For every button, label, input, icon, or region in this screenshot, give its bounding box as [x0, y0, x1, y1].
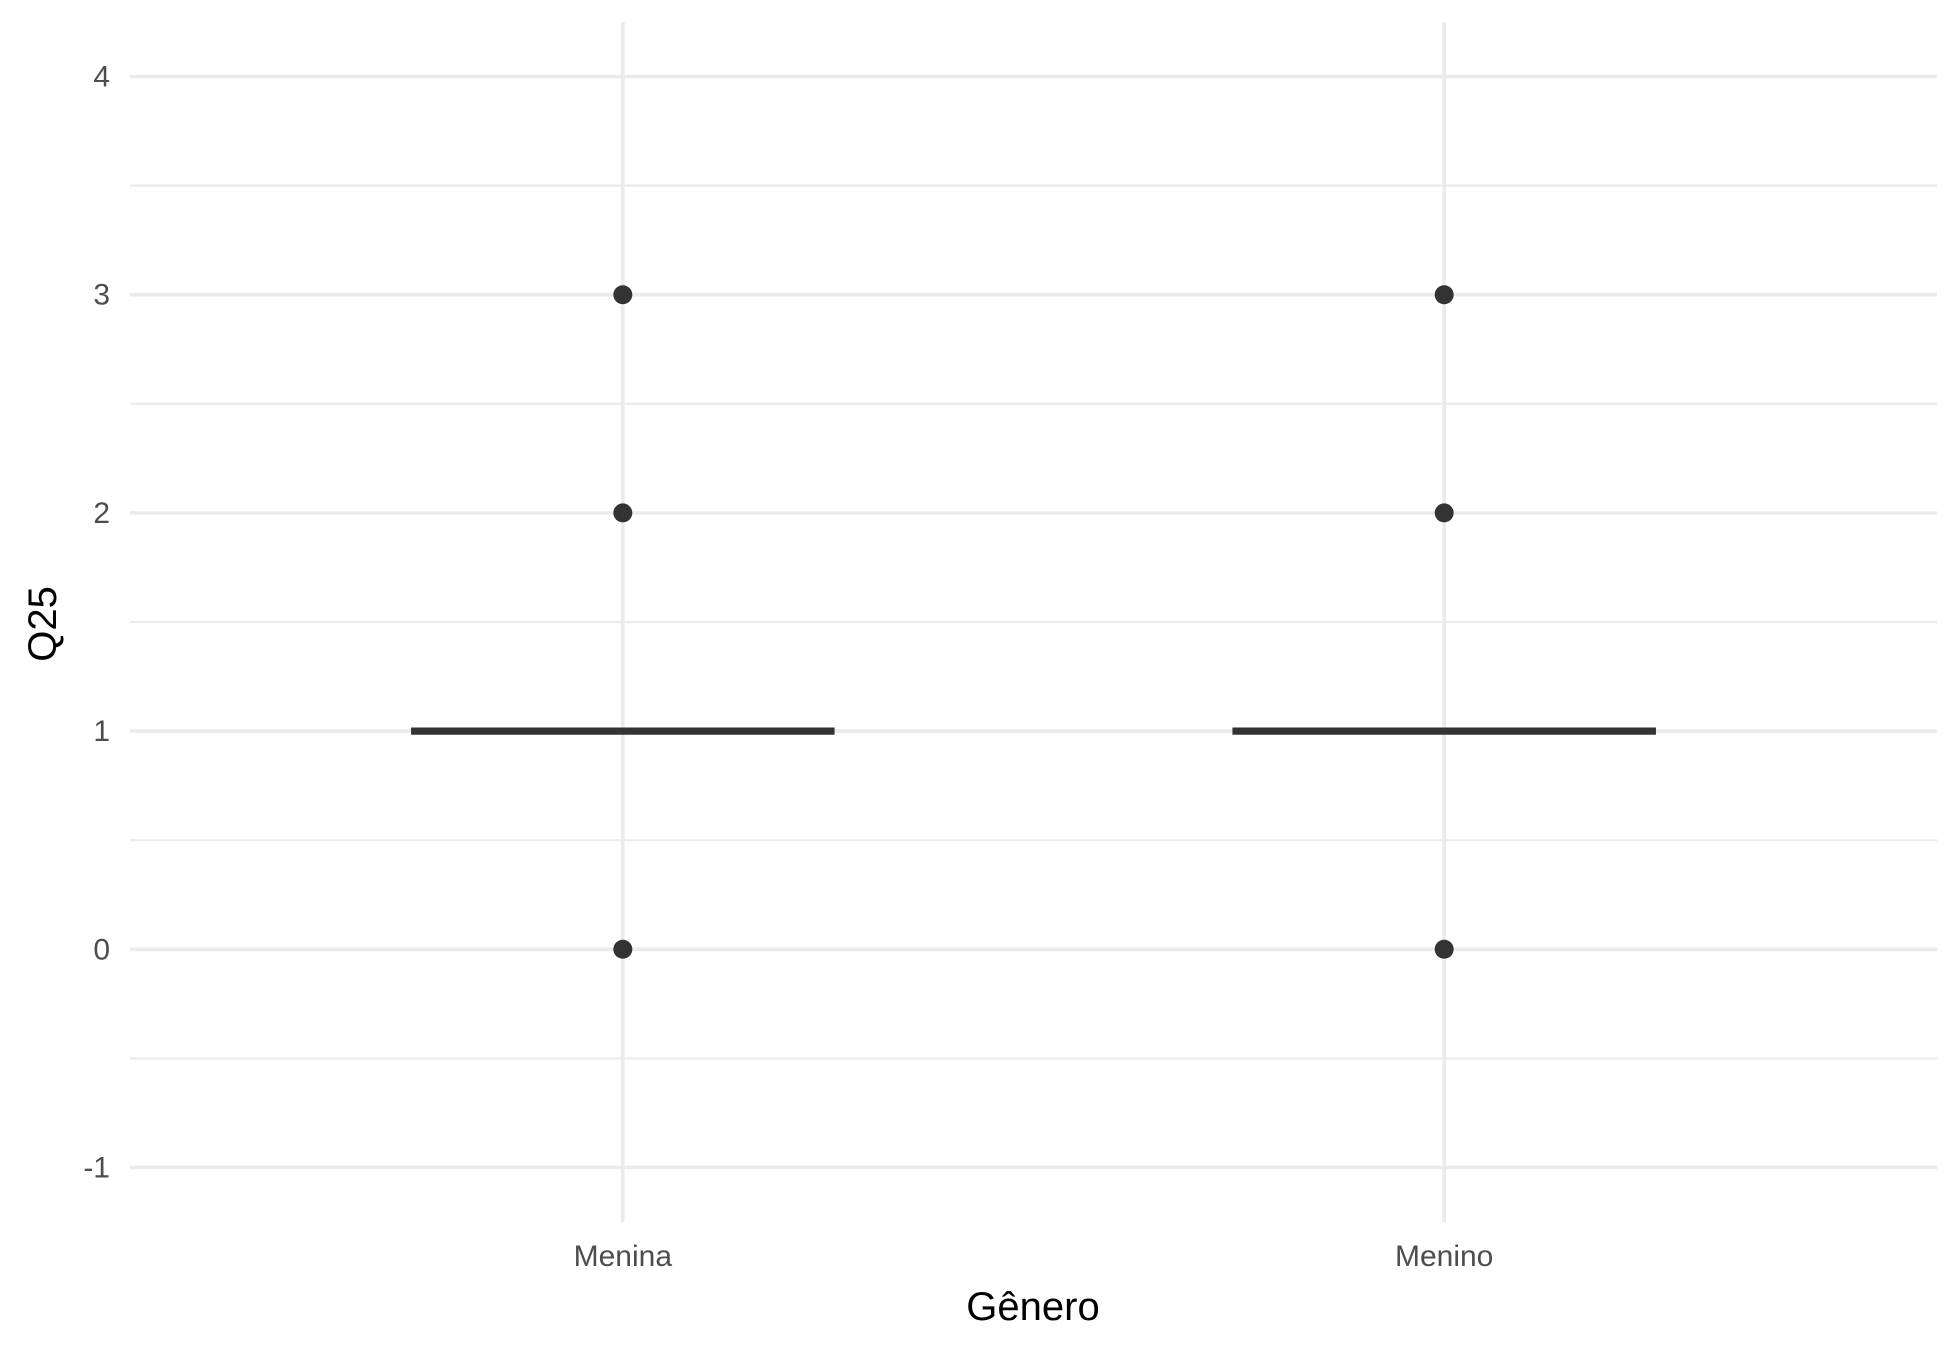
outlier-point: [613, 503, 633, 523]
outlier-point: [1434, 503, 1454, 523]
x-axis-ticks: Menina Menino: [574, 1240, 1494, 1273]
y-tick-label: -1: [83, 1151, 110, 1184]
y-tick-label: 4: [93, 61, 110, 94]
outlier-point: [1434, 939, 1454, 959]
outlier-point: [613, 939, 633, 959]
x-axis-title: Gênero: [966, 1285, 1099, 1329]
box-menino: [1232, 285, 1656, 959]
box-marks: [411, 285, 1656, 959]
y-tick-label: 0: [93, 933, 110, 966]
y-tick-label: 3: [93, 279, 110, 312]
box-menina: [411, 285, 835, 959]
y-axis-ticks: -1 0 1 2 3 4: [83, 61, 110, 1185]
outlier-point: [613, 285, 633, 305]
x-tick-label: Menina: [574, 1240, 673, 1273]
grid-layer: [130, 22, 1937, 1222]
y-tick-label: 2: [93, 497, 110, 530]
outlier-point: [1434, 285, 1454, 305]
x-tick-label: Menino: [1395, 1240, 1493, 1273]
y-tick-label: 1: [93, 715, 110, 748]
y-axis-title: Q25: [21, 586, 65, 662]
